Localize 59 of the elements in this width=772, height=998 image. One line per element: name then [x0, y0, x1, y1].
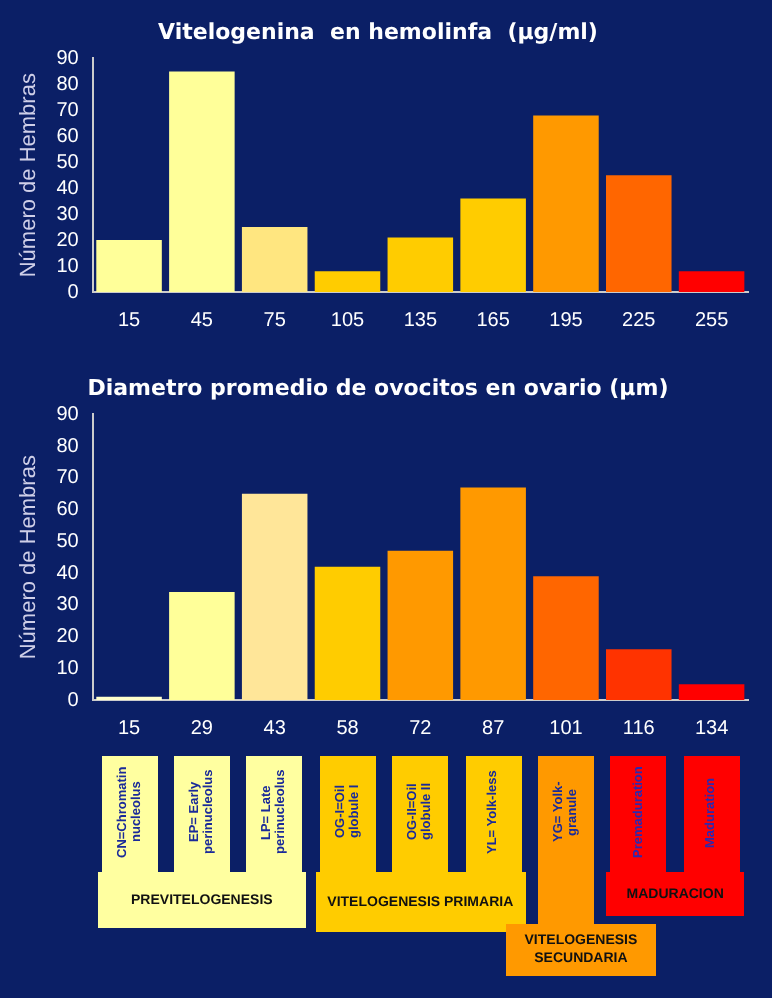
- bar: [241, 227, 308, 292]
- chart-title: Vitelogenina en hemolinfa (µg/ml): [158, 18, 598, 45]
- bar: [387, 237, 454, 292]
- bar: [533, 576, 599, 700]
- bar: [460, 487, 526, 700]
- bar: [96, 240, 162, 292]
- y-tick-label: 30: [56, 203, 80, 226]
- bar: [387, 550, 454, 700]
- bar: [314, 566, 381, 700]
- y-tick-label: 90: [56, 47, 80, 70]
- y-tick-label: 50: [56, 151, 80, 174]
- x-tick-label: 195: [549, 309, 584, 332]
- x-tick-label: 75: [263, 309, 287, 332]
- bar: [606, 175, 672, 292]
- bar: [169, 592, 235, 700]
- x-tick-label: 165: [476, 309, 511, 332]
- x-tick-label: 43: [263, 717, 287, 740]
- y-tick-label: 90: [56, 403, 80, 426]
- y-tick-label: 10: [56, 255, 80, 278]
- x-tick-label: 87: [482, 717, 506, 740]
- bar: [241, 493, 308, 700]
- bar: [169, 71, 235, 292]
- y-tick-label: 20: [56, 626, 80, 649]
- bar: [460, 198, 526, 292]
- y-tick-label: 70: [56, 99, 80, 122]
- x-tick-label: 255: [694, 309, 730, 332]
- x-tick-label: 15: [117, 309, 142, 332]
- x-tick-label: 135: [403, 309, 438, 332]
- y-tick-label: 0: [67, 281, 80, 304]
- y-tick-label: 40: [56, 177, 80, 200]
- y-tick-label: 60: [56, 499, 80, 522]
- x-tick-label: 101: [549, 717, 584, 740]
- bar: [678, 684, 745, 700]
- y-tick-label: 70: [56, 467, 80, 490]
- x-tick-label: 225: [622, 309, 657, 332]
- x-tick-label: 45: [190, 309, 214, 332]
- x-tick-label: 29: [190, 717, 214, 740]
- y-tick-label: 10: [56, 657, 80, 680]
- y-tick-label: 20: [56, 229, 80, 252]
- x-tick-label: 116: [622, 717, 656, 740]
- y-tick-label: 80: [56, 73, 80, 96]
- y-tick-label: 0: [67, 689, 80, 712]
- bar: [314, 271, 381, 292]
- y-tick-label: 30: [56, 594, 80, 617]
- x-tick-label: 105: [330, 309, 366, 332]
- bar: [533, 115, 599, 292]
- y-axis-title: Número de Hembras: [17, 72, 42, 278]
- y-axis-title: Número de Hembras: [17, 454, 42, 660]
- y-tick-label: 60: [56, 125, 80, 148]
- y-tick-label: 80: [56, 435, 80, 458]
- chart-title: Diametro promedio de ovocitos en ovario (µm): [87, 374, 669, 401]
- x-tick-label: 58: [336, 717, 360, 740]
- bar: [678, 271, 745, 292]
- bar: [606, 649, 672, 700]
- y-tick-label: 50: [56, 530, 80, 553]
- x-tick-label: 15: [117, 717, 142, 740]
- y-tick-label: 40: [56, 562, 80, 585]
- x-tick-label: 134: [694, 717, 730, 740]
- x-tick-label: 72: [409, 717, 433, 740]
